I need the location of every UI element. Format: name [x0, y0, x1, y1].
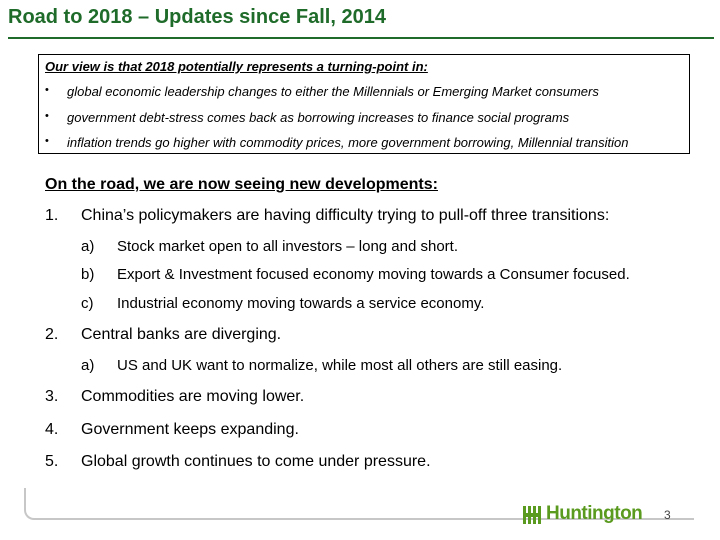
- view-bullet-text: global economic leadership changes to ei…: [67, 84, 599, 99]
- sub-item-letter: a): [81, 357, 95, 374]
- huntington-logo-icon: [523, 506, 541, 524]
- logo-text: Huntington: [546, 503, 643, 524]
- bullet-icon: •: [45, 84, 49, 96]
- view-box: [38, 54, 690, 154]
- sub-item-text: Export & Investment focused economy movi…: [117, 266, 630, 283]
- view-bullet-text: inflation trends go higher with commodit…: [67, 135, 629, 150]
- sub-item-letter: b): [81, 266, 95, 283]
- item-number: 2.: [45, 326, 59, 343]
- view-heading: Our view is that 2018 potentially repres…: [45, 59, 428, 74]
- item-number: 4.: [45, 421, 59, 438]
- item-text: China’s policymakers are having difficul…: [81, 207, 610, 224]
- item-text: Commodities are moving lower.: [81, 388, 305, 405]
- sub-item-text: Industrial economy moving towards a serv…: [117, 295, 485, 312]
- item-number: 1.: [45, 207, 59, 224]
- sub-item-text: US and UK want to normalize, while most …: [117, 357, 563, 374]
- slide-title: Road to 2018 – Updates since Fall, 2014: [8, 6, 386, 28]
- title-underline: [8, 37, 714, 39]
- sub-item-text: Stock market open to all investors – lon…: [117, 238, 459, 255]
- sub-item-letter: a): [81, 238, 95, 255]
- sub-item-letter: c): [81, 295, 94, 312]
- road-heading: On the road, we are now seeing new devel…: [45, 176, 438, 193]
- item-number: 3.: [45, 388, 59, 405]
- bullet-icon: •: [45, 110, 49, 122]
- item-number: 5.: [45, 453, 59, 470]
- item-text: Global growth continues to come under pr…: [81, 453, 431, 470]
- view-bullet-text: government debt-stress comes back as bor…: [67, 110, 570, 125]
- item-text: Central banks are diverging.: [81, 326, 282, 343]
- bullet-icon: •: [45, 135, 49, 147]
- footer-line: [24, 488, 694, 520]
- item-text: Government keeps expanding.: [81, 421, 299, 438]
- page-number: 3: [664, 508, 671, 522]
